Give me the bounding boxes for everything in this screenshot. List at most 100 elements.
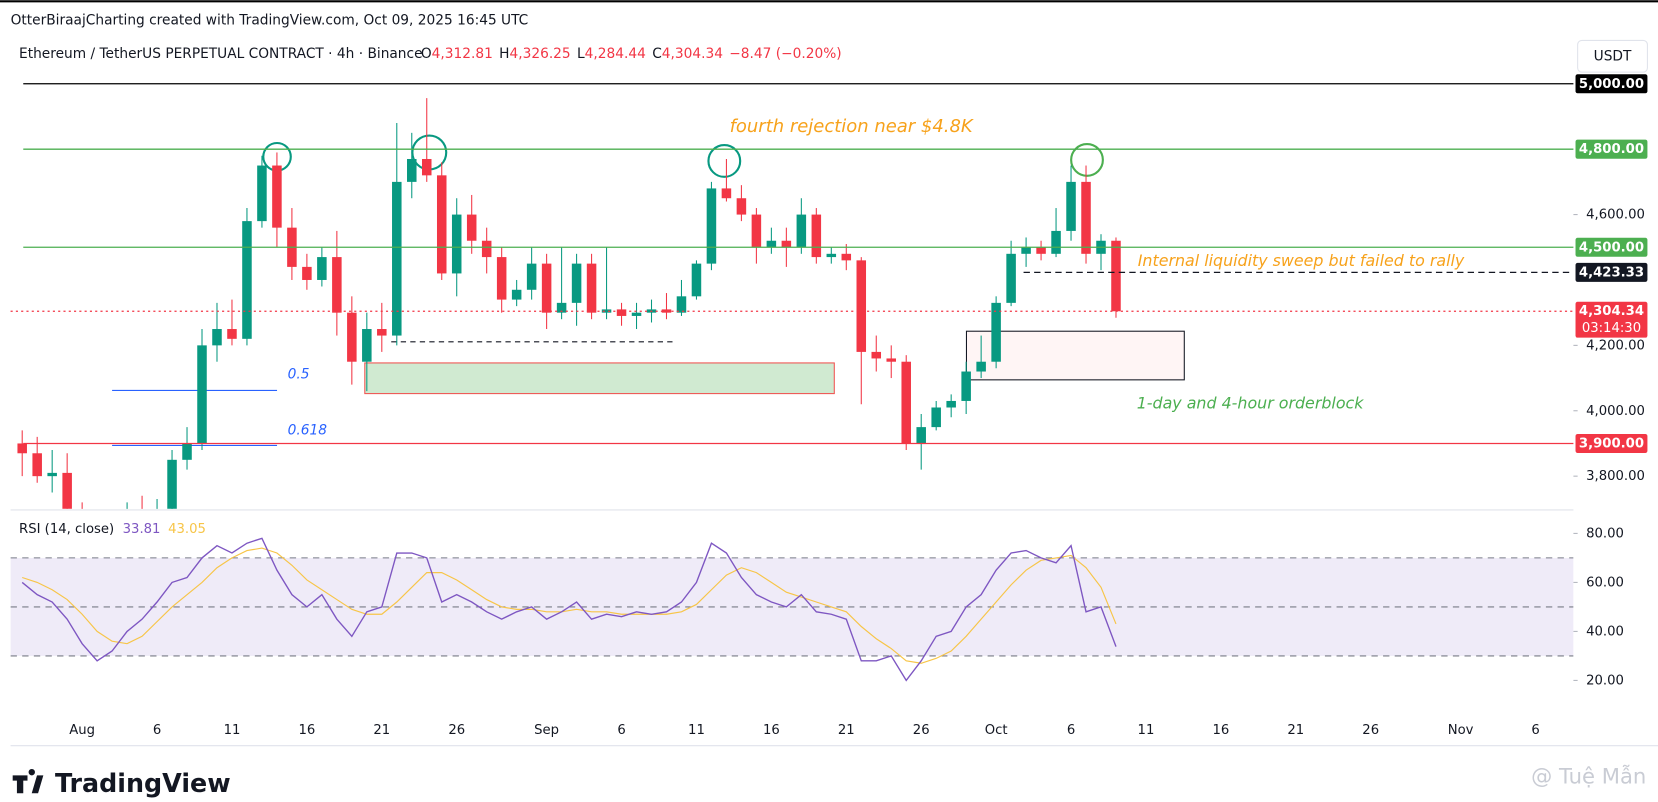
c: 4,304.34 bbox=[662, 46, 723, 62]
y-tick-label: 4,200.00 bbox=[1586, 338, 1645, 353]
x-tick-label: 16 bbox=[298, 723, 315, 738]
x-tick-label: 16 bbox=[763, 723, 780, 738]
candle-body bbox=[242, 221, 252, 339]
level-label: 4,423.33 bbox=[1579, 265, 1644, 280]
h: 4,326.25 bbox=[510, 46, 571, 62]
x-tick-label: Aug bbox=[69, 723, 95, 738]
y-tick-label: 80.00 bbox=[1586, 526, 1624, 541]
candle-body bbox=[257, 165, 267, 222]
candle-body bbox=[122, 508, 132, 509]
candle-body bbox=[377, 329, 387, 336]
y-tick-label: 40.00 bbox=[1586, 624, 1624, 639]
candle-body bbox=[916, 427, 926, 444]
candle-body bbox=[496, 257, 507, 300]
countdown: 03:14:30 bbox=[1582, 321, 1641, 336]
candle-body bbox=[781, 240, 792, 248]
candle-body bbox=[272, 165, 282, 228]
currency[interactable]: USDT bbox=[1594, 48, 1632, 64]
candle-body bbox=[616, 309, 627, 316]
candle-body bbox=[152, 508, 162, 509]
candle-body bbox=[586, 263, 597, 313]
candle-body bbox=[302, 266, 312, 280]
candle-body bbox=[1006, 253, 1016, 303]
candle-body bbox=[796, 214, 807, 248]
candle-body bbox=[1111, 240, 1121, 312]
candle-body bbox=[17, 443, 27, 454]
level-tag bbox=[1575, 74, 1648, 94]
candle-body bbox=[526, 263, 537, 290]
rsi-value: 33.81 bbox=[123, 522, 161, 537]
candle-body bbox=[197, 345, 207, 444]
y-tick-label: 4,600.00 bbox=[1586, 208, 1645, 223]
level-label: 3,900.00 bbox=[1579, 436, 1644, 451]
top-border bbox=[0, 0, 1658, 3]
candle-body bbox=[721, 188, 732, 199]
x-tick-label: 11 bbox=[1138, 723, 1155, 738]
level-tag bbox=[1575, 301, 1648, 338]
candle-body bbox=[466, 214, 477, 241]
x-tick-label: 21 bbox=[838, 723, 855, 738]
h-key: H bbox=[499, 46, 509, 62]
candle-body bbox=[1036, 247, 1046, 254]
candle-body bbox=[601, 309, 612, 313]
candle-body bbox=[481, 240, 492, 258]
rsi-value: 43.05 bbox=[168, 522, 206, 537]
candle-body bbox=[332, 257, 342, 313]
x-tick-label: 6 bbox=[1531, 723, 1539, 738]
candle-body bbox=[182, 443, 192, 460]
candle-body bbox=[317, 257, 327, 280]
top-circle bbox=[1070, 142, 1104, 177]
candle-body bbox=[976, 361, 986, 372]
x-tick-label: 6 bbox=[617, 723, 625, 738]
y-tick-label: 3,800.00 bbox=[1586, 469, 1645, 484]
candle-body bbox=[1021, 247, 1031, 254]
level-tag bbox=[1575, 139, 1648, 159]
candle-body bbox=[811, 214, 822, 258]
x-tick-label: 6 bbox=[1067, 723, 1075, 738]
candle-body bbox=[961, 371, 971, 401]
candle-body bbox=[826, 253, 837, 258]
annotation: 0.618 bbox=[288, 423, 328, 439]
ohlc: O4,312.81 H4,326.25 L4,284.44 C4,304.34 −8.4… bbox=[421, 46, 842, 62]
x-tick-label: Oct bbox=[985, 723, 1008, 738]
candle-body bbox=[931, 407, 941, 428]
rsi-title: RSI (14, close) bbox=[19, 522, 114, 537]
candle-body bbox=[77, 508, 87, 509]
candle-body bbox=[362, 329, 372, 362]
candle-body bbox=[407, 158, 417, 182]
logo-text: TradingView bbox=[55, 768, 231, 798]
x-tick-label: Nov bbox=[1448, 723, 1474, 738]
o-key: O bbox=[421, 46, 432, 62]
candle-body bbox=[631, 312, 642, 316]
level-label: 4,800.00 bbox=[1579, 142, 1644, 157]
annotation: Internal liquidity sweep but failed to r… bbox=[1138, 251, 1465, 270]
c-key: C bbox=[652, 46, 662, 62]
candle-body bbox=[227, 329, 237, 339]
level-tag bbox=[1575, 237, 1648, 257]
candle-body bbox=[47, 472, 57, 477]
level-label: 4,500.00 bbox=[1579, 240, 1644, 255]
rsi-line bbox=[22, 547, 1117, 664]
orderblock-zone bbox=[965, 330, 1185, 381]
candle-body bbox=[541, 263, 552, 313]
level-tag bbox=[1575, 433, 1648, 453]
x-tick-label: Sep bbox=[534, 723, 559, 738]
x-tick-label: 16 bbox=[1212, 723, 1229, 738]
demand-zone bbox=[364, 362, 835, 395]
y-tick-label: 60.00 bbox=[1586, 575, 1624, 590]
currency-button[interactable] bbox=[1577, 39, 1648, 73]
candle-body bbox=[1081, 181, 1091, 254]
candle-body bbox=[1051, 230, 1061, 254]
watermark: @ Tuệ Mẫn bbox=[1531, 763, 1646, 788]
credit: OtterBiraajCharting created with Trading… bbox=[11, 12, 529, 28]
candle-body bbox=[436, 175, 447, 274]
candle-body bbox=[736, 198, 747, 215]
candle-body bbox=[392, 181, 402, 336]
x-tick-label: 26 bbox=[913, 723, 930, 738]
l-key: L bbox=[577, 46, 585, 62]
price-pane bbox=[17, 98, 1121, 509]
annotation: fourth rejection near $4.8K bbox=[730, 116, 974, 137]
x-tick-label: 21 bbox=[373, 723, 390, 738]
o: 4,312.81 bbox=[432, 46, 493, 62]
